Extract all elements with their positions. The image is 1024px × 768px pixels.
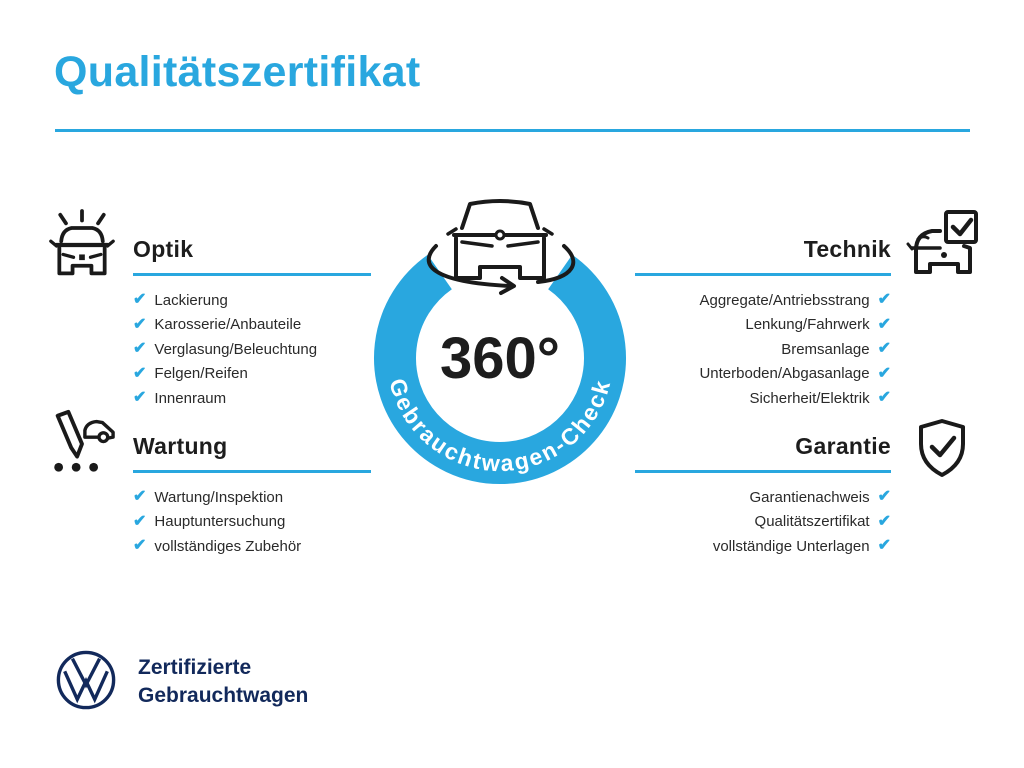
check-item-label: Wartung/Inspektion — [154, 488, 284, 506]
section-optik-title: Optik — [133, 236, 371, 276]
vw-logo — [56, 650, 116, 710]
technik-checklist: Aggregate/Antriebsstrang ✔ Lenkung/Fahrwe… — [635, 288, 891, 411]
car-checkbox-icon — [906, 210, 978, 274]
check-item-label: Innenraum — [154, 389, 227, 407]
section-wartung-title: Wartung — [133, 433, 371, 473]
check-item-label: Hauptuntersuchung — [154, 513, 286, 531]
check-icon: ✔ — [133, 291, 147, 309]
check-icon: ✔ — [877, 364, 891, 382]
check-item: Garantienachweis ✔ — [635, 485, 891, 510]
360-value: 360° — [440, 326, 560, 391]
check-item: Bremsanlage ✔ — [635, 337, 891, 362]
footer-claim-line2: Gebrauchtwagen — [138, 684, 309, 707]
check-item: Sicherheit/Elektrik ✔ — [635, 386, 891, 411]
section-optik: Optik ✔ Lackierung ✔ Karosserie/Anbauteile… — [133, 236, 371, 411]
garantie-checklist: Garantienachweis ✔ Qualitätszertifikat ✔ v… — [635, 485, 891, 559]
check-item-label: Unterboden/Abgasanlage — [699, 365, 870, 383]
check-item-label: Bremsanlage — [781, 340, 870, 358]
check-item-label: Felgen/Reifen — [154, 365, 248, 383]
check-icon: ✔ — [877, 315, 891, 333]
section-wartung: Wartung ✔ Wartung/Inspektion ✔ Hauptunters… — [133, 433, 371, 559]
check-item: ✔ vollständiges Zubehör — [133, 534, 371, 559]
check-icon: ✔ — [133, 389, 147, 407]
check-icon: ✔ — [133, 537, 147, 555]
check-icon: ✔ — [877, 512, 891, 530]
check-icon: ✔ — [133, 340, 147, 358]
check-item-label: Verglasung/Beleuchtung — [154, 340, 318, 358]
check-item-label: Aggregate/Antriebsstrang — [699, 291, 870, 309]
page-title: Qualitätszertifikat — [54, 48, 421, 96]
footer-claim: Zertifizierte Gebrauchtwagen — [138, 654, 308, 710]
check-item-label: Karosserie/Anbauteile — [154, 316, 302, 334]
blue-ring — [374, 254, 626, 484]
check-icon: ✔ — [877, 291, 891, 309]
header-divider — [55, 129, 970, 132]
check-icon: ✔ — [133, 364, 147, 382]
check-icon: ✔ — [877, 488, 891, 506]
section-garantie-title: Garantie — [635, 433, 891, 473]
section-garantie: Garantie Garantienachweis ✔ Qualitätszert… — [635, 433, 891, 559]
check-item: ✔ Karosserie/Anbauteile — [133, 313, 371, 338]
check-item-label: Lackierung — [154, 291, 228, 309]
check-icon: ✔ — [877, 537, 891, 555]
check-item: Aggregate/Antriebsstrang ✔ — [635, 288, 891, 313]
check-item: Unterboden/Abgasanlage ✔ — [635, 362, 891, 387]
check-item-label: Sicherheit/Elektrik — [749, 389, 870, 407]
check-item: Qualitätszertifikat ✔ — [635, 510, 891, 535]
check-item-label: vollständige Unterlagen — [712, 537, 870, 555]
check-item: ✔ Innenraum — [133, 386, 371, 411]
footer-claim-line1: Zertifizierte — [138, 656, 252, 679]
check-icon: ✔ — [133, 315, 147, 333]
car-rotation-360-icon — [426, 199, 576, 295]
shiny-car-icon — [49, 209, 115, 276]
check-item: ✔ Lackierung — [133, 288, 371, 313]
check-item-label: vollständiges Zubehör — [154, 537, 302, 555]
check-item-label: Qualitätszertifikat — [754, 513, 870, 531]
wartung-checklist: ✔ Wartung/Inspektion ✔ Hauptuntersuchung ✔… — [133, 485, 371, 559]
check-item: ✔ Hauptuntersuchung — [133, 510, 371, 535]
section-technik-title: Technik — [635, 236, 891, 276]
check-icon: ✔ — [877, 389, 891, 407]
check-item: Lenkung/Fahrwerk ✔ — [635, 313, 891, 338]
360-check-badge: Gebrauchtwagen-Check 360° — [374, 199, 626, 484]
check-item-label: Garantienachweis — [749, 488, 870, 506]
check-item: ✔ Wartung/Inspektion — [133, 485, 371, 510]
check-icon: ✔ — [877, 340, 891, 358]
shield-check-icon — [919, 419, 965, 477]
check-icon: ✔ — [133, 488, 147, 506]
check-icon: ✔ — [133, 512, 147, 530]
section-technik: Technik Aggregate/Antriebsstrang ✔ Lenkun… — [635, 236, 891, 411]
check-item: vollständige Unterlagen ✔ — [635, 534, 891, 559]
service-checklist-car-icon — [54, 409, 115, 472]
check-item-label: Lenkung/Fahrwerk — [745, 316, 870, 334]
check-item: ✔ Verglasung/Beleuchtung — [133, 337, 371, 362]
optik-checklist: ✔ Lackierung ✔ Karosserie/Anbauteile ✔ Verg… — [133, 288, 371, 411]
check-item: ✔ Felgen/Reifen — [133, 362, 371, 387]
